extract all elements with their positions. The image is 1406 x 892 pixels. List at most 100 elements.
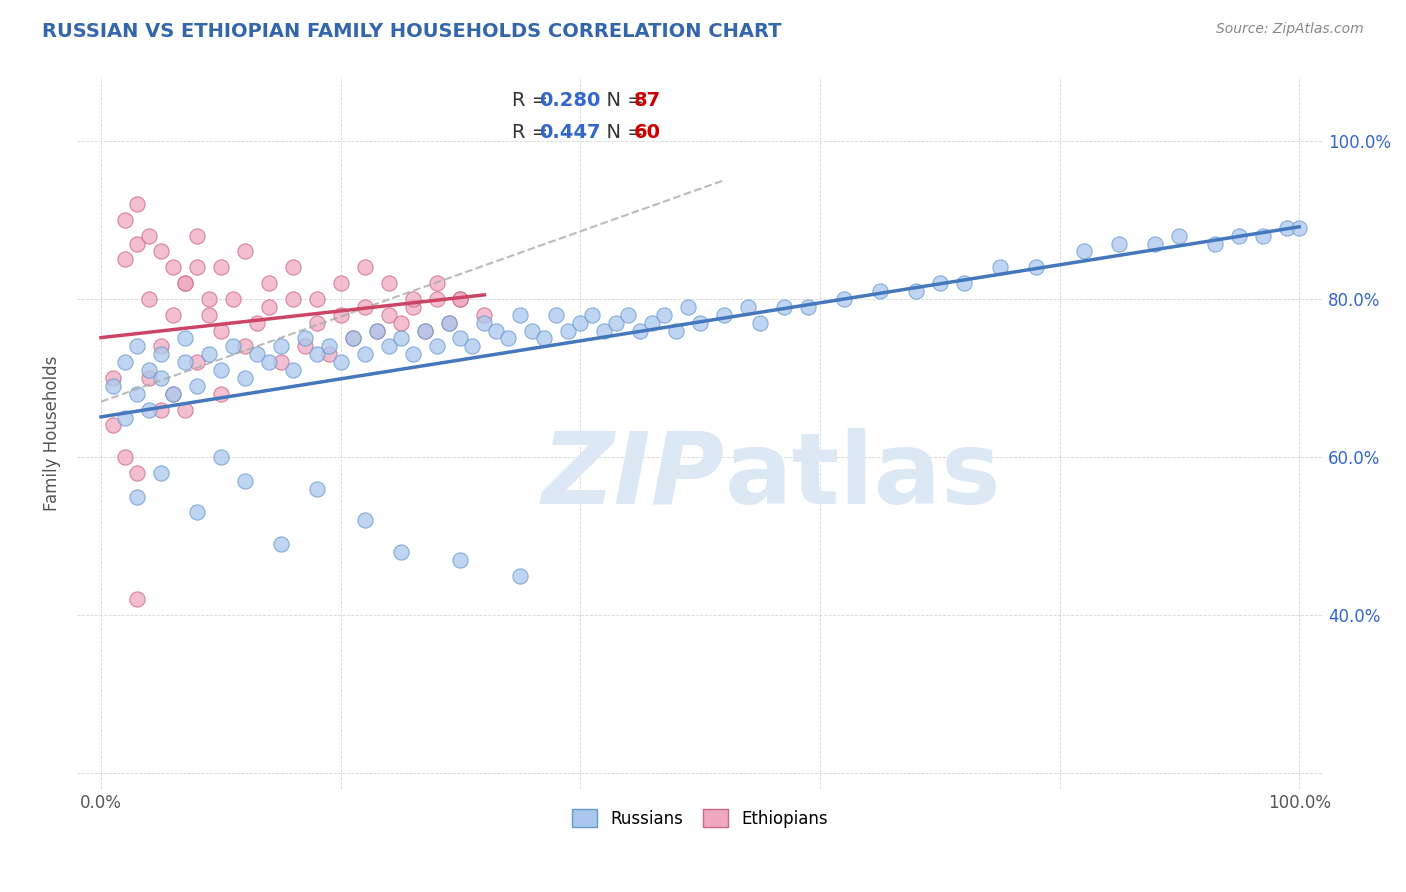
Point xyxy=(305,316,328,330)
Point xyxy=(641,316,664,330)
Point xyxy=(186,379,208,393)
Point xyxy=(138,363,160,377)
Point xyxy=(450,553,472,567)
Point xyxy=(988,260,1011,275)
Point xyxy=(186,228,208,243)
Point xyxy=(377,276,399,290)
Point xyxy=(533,331,555,345)
Point xyxy=(366,324,388,338)
Point xyxy=(353,347,375,361)
Point xyxy=(138,402,160,417)
Point xyxy=(305,347,328,361)
Point xyxy=(162,386,184,401)
Point xyxy=(1025,260,1047,275)
Point xyxy=(209,363,232,377)
Point xyxy=(713,308,735,322)
Point xyxy=(125,236,148,251)
Text: 87: 87 xyxy=(634,91,661,111)
Point xyxy=(401,292,423,306)
Point xyxy=(353,300,375,314)
Point xyxy=(294,331,316,345)
Point xyxy=(125,386,148,401)
Point xyxy=(509,568,531,582)
Point xyxy=(209,260,232,275)
Point xyxy=(498,331,520,345)
Point xyxy=(401,347,423,361)
Point xyxy=(389,316,412,330)
Point xyxy=(174,331,197,345)
Point xyxy=(257,300,280,314)
Point xyxy=(233,371,256,385)
Point xyxy=(329,276,352,290)
Point xyxy=(101,371,124,385)
Point xyxy=(305,482,328,496)
Point xyxy=(125,197,148,211)
Point xyxy=(413,324,436,338)
Point xyxy=(209,450,232,464)
Point xyxy=(246,316,269,330)
Text: N =: N = xyxy=(595,91,650,111)
Text: N =: N = xyxy=(595,123,650,143)
Point xyxy=(198,347,221,361)
Point xyxy=(257,355,280,369)
Point xyxy=(114,450,136,464)
Point xyxy=(437,316,460,330)
Text: 0.280: 0.280 xyxy=(540,91,600,111)
Point xyxy=(281,363,304,377)
Point xyxy=(665,324,688,338)
Point xyxy=(1288,220,1310,235)
Point xyxy=(509,308,531,322)
Point xyxy=(1251,228,1274,243)
Point xyxy=(522,324,544,338)
Point xyxy=(425,276,447,290)
Point xyxy=(162,386,184,401)
Text: Source: ZipAtlas.com: Source: ZipAtlas.com xyxy=(1216,22,1364,37)
Point xyxy=(198,308,221,322)
Point xyxy=(270,537,292,551)
Point xyxy=(353,513,375,527)
Point xyxy=(450,292,472,306)
Point xyxy=(138,371,160,385)
Point xyxy=(270,355,292,369)
Point xyxy=(257,276,280,290)
Point xyxy=(138,228,160,243)
Point xyxy=(125,592,148,607)
Point xyxy=(353,260,375,275)
Point xyxy=(437,316,460,330)
Point xyxy=(389,331,412,345)
Point xyxy=(222,292,245,306)
Point xyxy=(628,324,651,338)
Point xyxy=(797,300,820,314)
Point xyxy=(162,308,184,322)
Point xyxy=(581,308,603,322)
Point xyxy=(904,284,927,298)
Point xyxy=(246,347,269,361)
Point xyxy=(329,355,352,369)
Text: R =: R = xyxy=(512,91,554,111)
Point xyxy=(162,260,184,275)
Point xyxy=(149,402,172,417)
Point xyxy=(125,466,148,480)
Text: atlas: atlas xyxy=(725,427,1001,524)
Point xyxy=(186,505,208,519)
Point xyxy=(737,300,759,314)
Point xyxy=(209,324,232,338)
Point xyxy=(928,276,950,290)
Point xyxy=(174,276,197,290)
Point xyxy=(222,339,245,353)
Point xyxy=(209,386,232,401)
Point xyxy=(294,339,316,353)
Point xyxy=(425,339,447,353)
Point xyxy=(174,276,197,290)
Point xyxy=(186,355,208,369)
Point xyxy=(318,339,340,353)
Point xyxy=(114,212,136,227)
Point xyxy=(952,276,974,290)
Point xyxy=(1168,228,1191,243)
Point xyxy=(485,324,508,338)
Point xyxy=(652,308,675,322)
Text: 0.447: 0.447 xyxy=(540,123,600,143)
Point xyxy=(1144,236,1167,251)
Point xyxy=(149,347,172,361)
Point xyxy=(366,324,388,338)
